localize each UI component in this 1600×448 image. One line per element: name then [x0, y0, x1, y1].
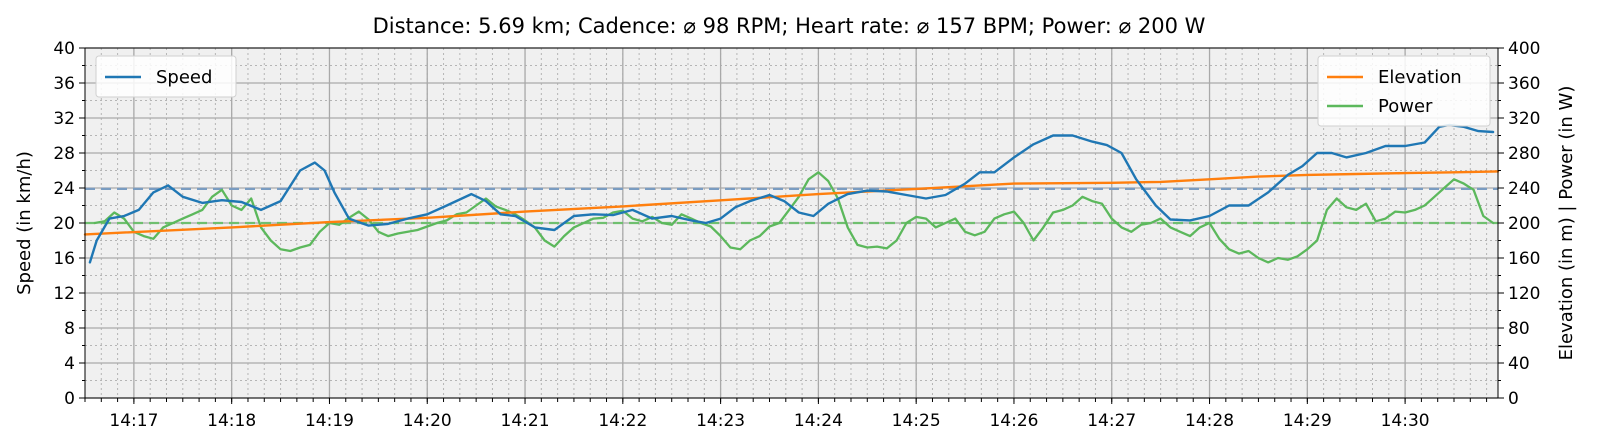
- x-tick-label: 14:26: [989, 411, 1038, 431]
- x-tick-label: 14:19: [305, 411, 354, 431]
- legend-box: [95, 55, 237, 98]
- y-right-tick-label: 120: [1508, 284, 1540, 304]
- series-speed-line: [88, 123, 1495, 264]
- y-right-tick-label: 160: [1508, 249, 1540, 269]
- x-tick-label: 14:28: [1185, 411, 1234, 431]
- x-tick-label: 14:29: [1283, 411, 1332, 431]
- y-left-tick-label: 4: [64, 354, 75, 374]
- y-left-tick-label: 28: [53, 144, 75, 164]
- y-left-tick-label: 16: [53, 249, 75, 269]
- x-tick-label: 14:21: [501, 411, 550, 431]
- chart-title: Distance: 5.69 km; Cadence: ⌀ 98 RPM; He…: [373, 14, 1206, 38]
- x-axis: 14:17 14:18 14:19 14:20 14:21 14:22 14:23 14:24…: [84, 398, 1488, 431]
- y-right-tick-label: 0: [1508, 389, 1519, 409]
- y-left-tick-label: 20: [53, 214, 75, 234]
- reference-lines: [85, 187, 1498, 225]
- y-left-tick-label: 8: [64, 319, 75, 339]
- y-right-tick-label: 200: [1508, 214, 1540, 234]
- legend-right: Elevation Power: [1317, 55, 1491, 127]
- x-tick-label: 14:18: [207, 411, 256, 431]
- y-right-tick-label: 240: [1508, 179, 1540, 199]
- legend-label-power: Power: [1378, 96, 1433, 117]
- y-right-tick-label: 320: [1508, 109, 1540, 129]
- y-right-tick-label: 80: [1508, 319, 1530, 339]
- legend-label-elevation: Elevation: [1378, 67, 1462, 88]
- y-right-tick-label: 400: [1508, 39, 1540, 59]
- y-right-tick-label: 280: [1508, 144, 1540, 164]
- legend-left: Speed: [95, 55, 237, 98]
- series-lines: [83, 123, 1500, 264]
- x-tick-label: 14:20: [403, 411, 452, 431]
- series-power-line: [93, 171, 1495, 264]
- y-left-tick-label: 36: [53, 74, 75, 94]
- x-tick-label: 14:22: [598, 411, 647, 431]
- right-y-axis: 0 40 80 120 160 200 240 280 320 360 400: [1498, 39, 1540, 409]
- x-tick-label: 14:27: [1087, 411, 1136, 431]
- left-y-axis-label: Speed (in km/h): [14, 151, 35, 295]
- series-elevation-line: [83, 170, 1500, 236]
- x-tick-label: 14:25: [892, 411, 941, 431]
- y-right-tick-label: 40: [1508, 354, 1530, 374]
- x-tick-label: 14:23: [696, 411, 745, 431]
- x-tick-label: 14:17: [109, 411, 158, 431]
- legend-box: [1317, 55, 1491, 127]
- left-y-axis: 0 4 8 12 16 20 24 28 32 36 40: [53, 39, 85, 409]
- legend-label-speed: Speed: [156, 67, 212, 88]
- y-left-tick-label: 0: [64, 389, 75, 409]
- y-left-tick-label: 12: [53, 284, 75, 304]
- y-left-tick-label: 24: [53, 179, 75, 199]
- y-left-tick-label: 40: [53, 39, 75, 59]
- y-left-tick-label: 32: [53, 109, 75, 129]
- y-right-tick-label: 360: [1508, 74, 1540, 94]
- right-y-axis-label: Elevation (in m) | Power (in W): [1556, 86, 1577, 361]
- x-tick-label: 14:30: [1381, 411, 1430, 431]
- x-tick-label: 14:24: [794, 411, 843, 431]
